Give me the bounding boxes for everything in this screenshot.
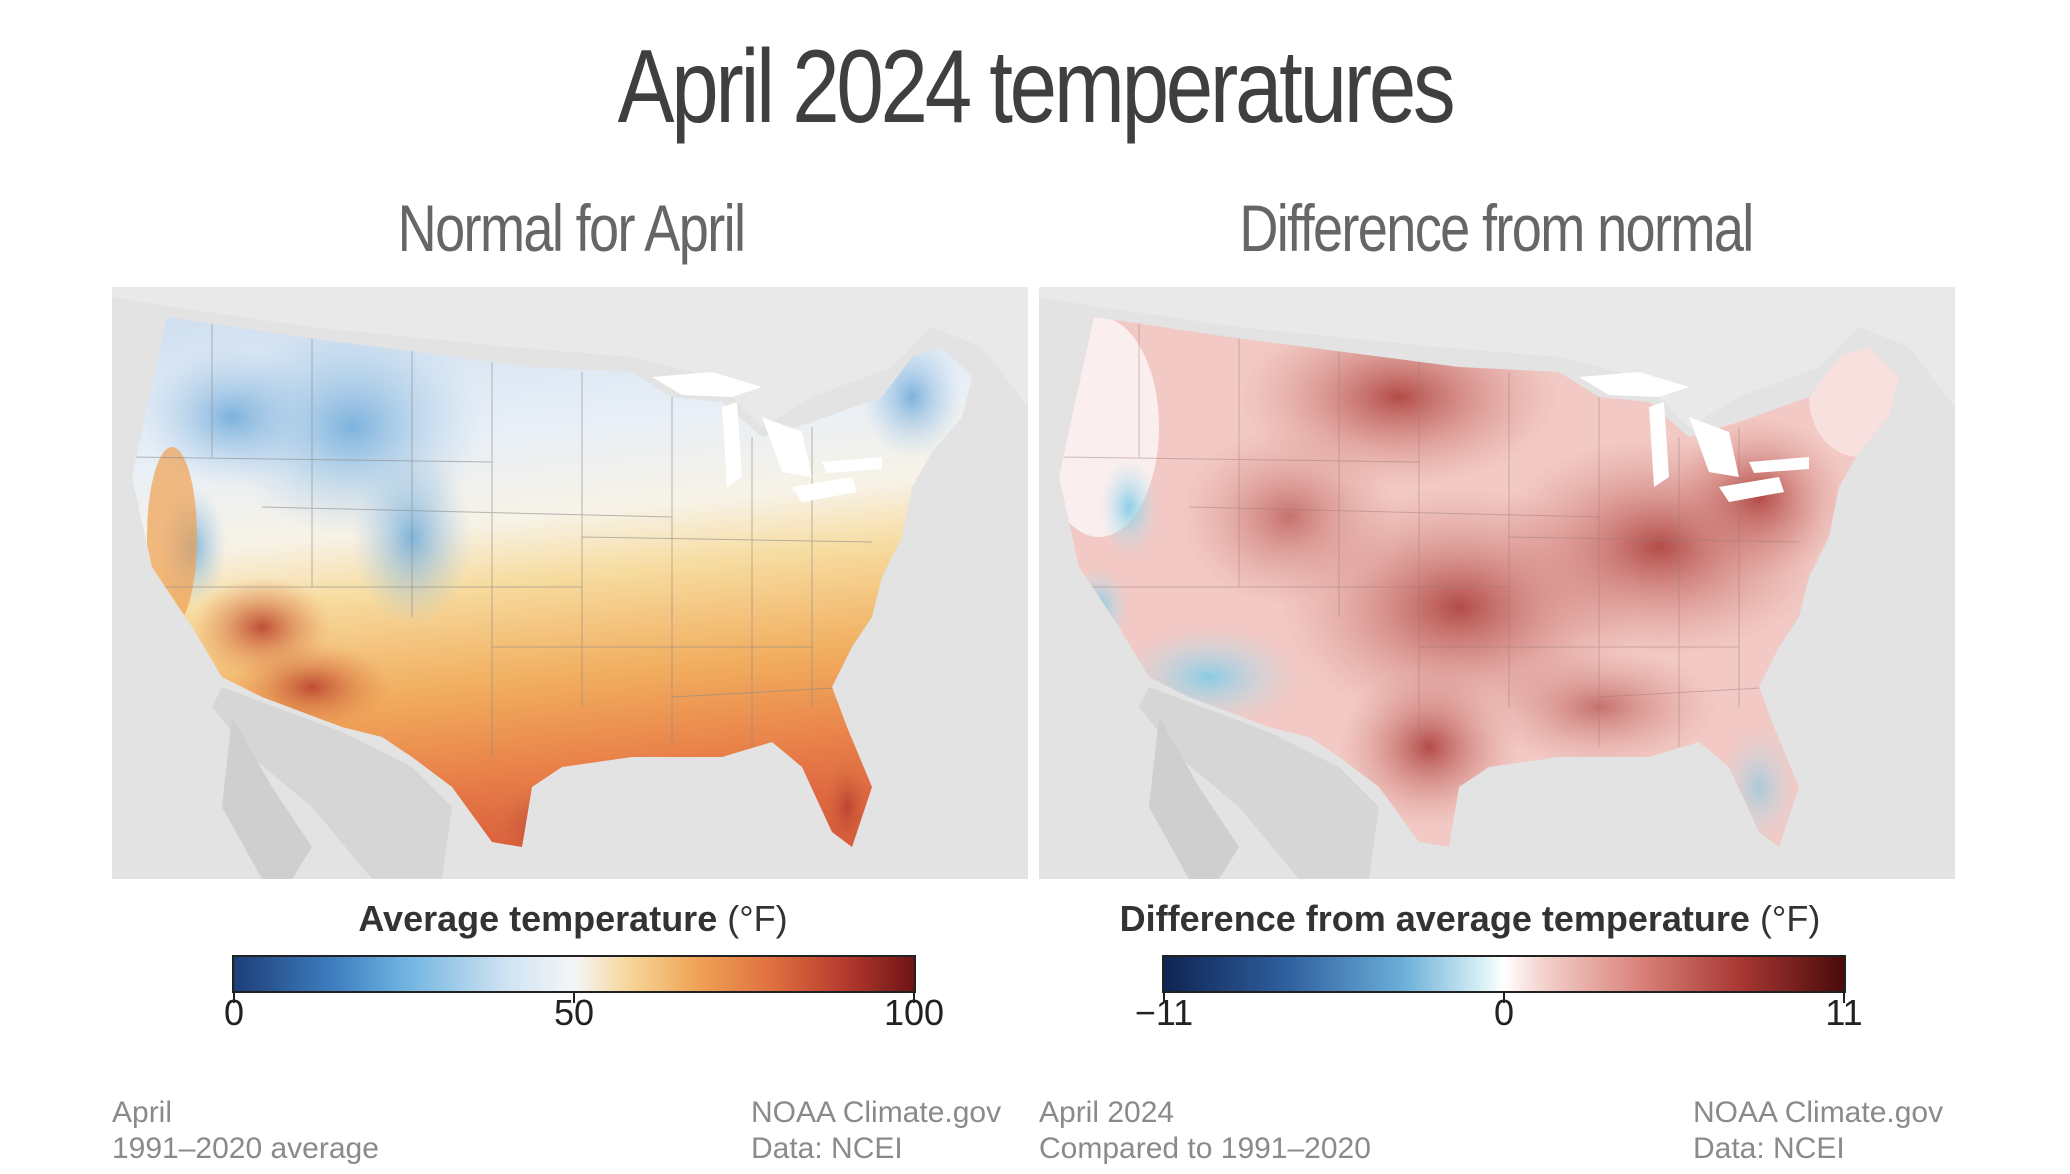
right-tick-min	[1163, 993, 1165, 1003]
right-footer-credit2: Data: NCEI	[1693, 1132, 1845, 1165]
right-footer-line1: April 2024	[1039, 1096, 1175, 1129]
right-tick-label-mid: 0	[1493, 992, 1515, 1033]
left-legend-title: Average temperature (°F)	[232, 898, 914, 940]
left-legend-label: Average temperature	[358, 898, 718, 939]
left-tick-100	[913, 993, 915, 1003]
left-tick-0	[233, 993, 235, 1003]
right-tick-label-min: −11	[1134, 992, 1194, 1033]
left-tick-label-mid: 50	[553, 992, 595, 1033]
left-tick-label-max: 100	[883, 992, 945, 1033]
left-footer-line2: 1991–2020 average	[112, 1132, 379, 1165]
right-legend-unit: (°F)	[1759, 898, 1821, 939]
left-footer-line1: April	[112, 1096, 173, 1129]
right-tick-max	[1843, 993, 1845, 1003]
right-footer-line2: Compared to 1991–2020	[1039, 1132, 1371, 1165]
right-color-scale	[1162, 955, 1846, 993]
right-panel-subtitle: Difference from normal	[1239, 191, 1754, 265]
left-footer-period: April 1991–2020 average	[112, 1095, 379, 1167]
left-tick-50	[573, 993, 575, 1003]
right-footer-period: April 2024 Compared to 1991–2020	[1039, 1095, 1371, 1167]
left-footer-credit2: Data: NCEI	[751, 1132, 903, 1165]
right-tick-label-max: 11	[1825, 992, 1863, 1033]
chart-title: April 2024 temperatures	[617, 29, 1456, 145]
right-legend-label: Difference from average temperature	[1119, 898, 1750, 939]
right-tick-zero	[1503, 993, 1505, 1003]
left-tick-label-min: 0	[223, 992, 245, 1033]
left-color-scale	[232, 955, 916, 993]
normal-temperature-map	[112, 287, 1028, 879]
right-footer-credit: NOAA Climate.gov Data: NCEI	[1693, 1095, 1943, 1167]
left-footer-credit1: NOAA Climate.gov	[751, 1096, 1002, 1129]
left-legend-unit: (°F)	[727, 898, 788, 939]
right-legend-title: Difference from average temperature (°F)	[1080, 898, 1860, 940]
temperature-anomaly-map	[1039, 287, 1955, 879]
left-footer-credit: NOAA Climate.gov Data: NCEI	[751, 1095, 1001, 1167]
left-panel-subtitle: Normal for April	[397, 191, 746, 265]
right-footer-credit1: NOAA Climate.gov	[1693, 1096, 1944, 1129]
